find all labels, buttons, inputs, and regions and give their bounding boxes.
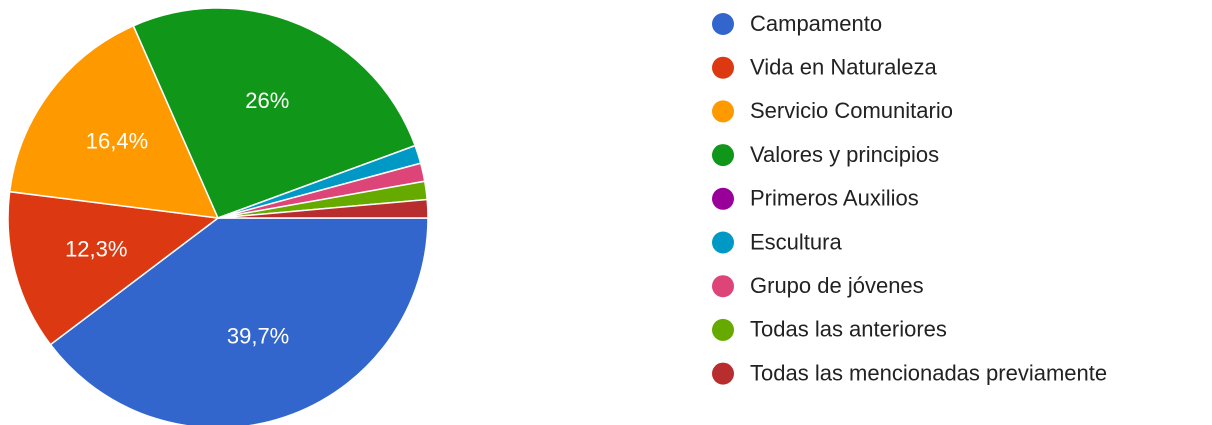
legend-label: Todas las anteriores — [750, 317, 947, 342]
legend-label: Grupo de jóvenes — [750, 273, 924, 298]
pie-slice — [49, 217, 429, 425]
legend-swatch — [712, 13, 734, 35]
pie-slice — [217, 198, 429, 219]
legend-swatch — [712, 318, 734, 341]
slice-label: 12,3% — [65, 236, 127, 261]
legend-swatch — [712, 275, 734, 298]
legend-swatch — [712, 231, 734, 254]
slice-label: 26% — [245, 88, 289, 113]
legend-swatch — [712, 144, 734, 167]
legend-label: Escultura — [750, 229, 842, 254]
legend-label: Valores y principios — [750, 142, 939, 167]
legend-swatch — [712, 187, 734, 210]
legend-swatch — [712, 100, 734, 123]
legend-label: Campamento — [750, 11, 882, 36]
legend-swatch — [712, 56, 734, 79]
legend-label: Todas las mencionadas previamente — [750, 360, 1107, 385]
legend-swatch — [712, 362, 734, 385]
pie-slice — [7, 190, 220, 346]
pie-slice — [8, 24, 220, 219]
pie-slice — [132, 7, 417, 219]
slice-label: 16,4% — [86, 128, 148, 153]
legend-label: Vida en Naturaleza — [750, 55, 937, 80]
slice-label: 39,7% — [227, 323, 289, 348]
legend-label: Primeros Auxilios — [750, 186, 919, 211]
legend-label: Servicio Comunitario — [750, 98, 953, 123]
